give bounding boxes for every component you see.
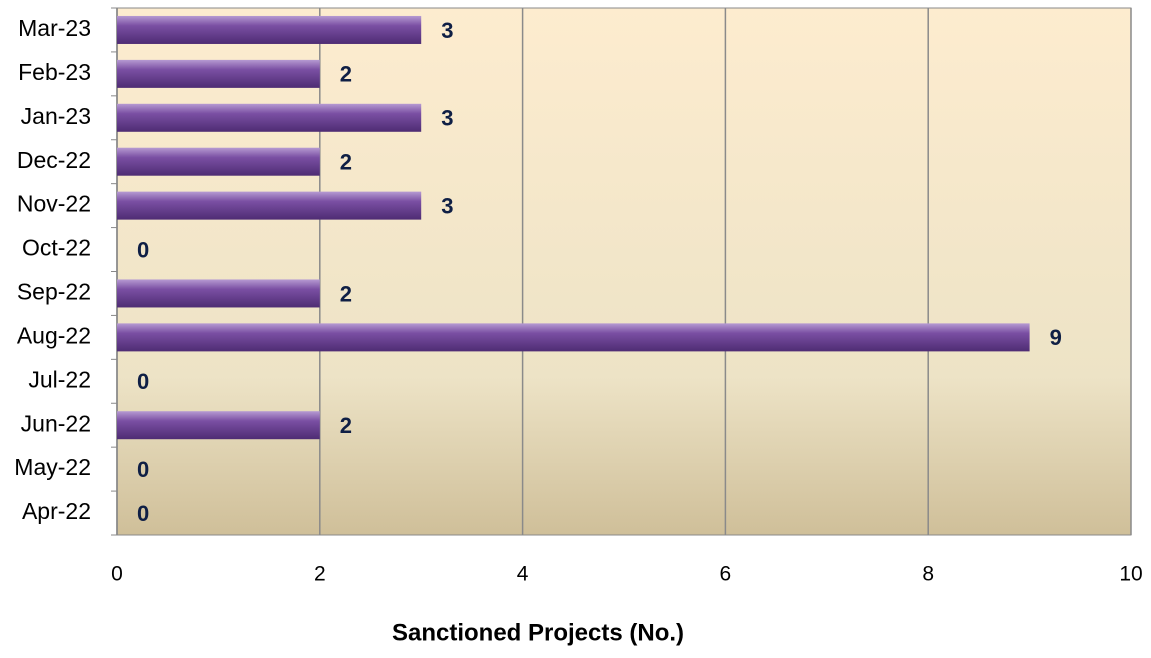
value-label: 9 (1050, 325, 1062, 350)
value-label: 2 (340, 150, 352, 175)
y-tick-label: Sep-22 (17, 279, 91, 305)
value-label: 0 (137, 501, 149, 526)
x-tick-label: 10 (1119, 563, 1142, 586)
bar (117, 323, 1030, 352)
y-tick-label: Oct-22 (22, 235, 91, 261)
x-tick-label: 4 (517, 563, 529, 586)
plot-area (116, 7, 1132, 536)
value-label: 3 (441, 18, 453, 43)
y-tick-label: Nov-22 (17, 191, 91, 217)
value-label: 0 (137, 457, 149, 482)
y-tick-label: Jun-22 (21, 410, 91, 436)
bar (117, 279, 320, 308)
value-label: 2 (340, 413, 352, 438)
y-tick-label: Mar-23 (18, 15, 91, 41)
x-tick-label: 6 (720, 563, 732, 586)
value-label: 3 (441, 193, 453, 218)
value-label: 3 (441, 106, 453, 131)
bar (117, 59, 320, 88)
y-tick-label: Aug-22 (17, 322, 91, 348)
bar (117, 411, 320, 440)
x-tick-label: 8 (922, 563, 934, 586)
x-tick-label: 0 (111, 563, 123, 586)
x-axis-label: Sanctioned Projects (No.) (392, 619, 684, 646)
y-tick-label: Dec-22 (17, 147, 91, 173)
y-tick-label: May-22 (14, 454, 91, 480)
bar (117, 103, 422, 132)
value-label: 0 (137, 237, 149, 262)
bar (117, 15, 422, 44)
bar (117, 191, 422, 220)
value-label: 2 (340, 62, 352, 87)
y-tick-label: Feb-23 (18, 59, 91, 85)
bar (117, 147, 320, 176)
value-label: 2 (340, 281, 352, 306)
value-label: 0 (137, 369, 149, 394)
y-tick-label: Jan-23 (21, 103, 91, 129)
y-tick-label: Jul-22 (28, 366, 91, 392)
x-tick-label: 2 (314, 563, 326, 586)
y-tick-label: Apr-22 (22, 498, 91, 524)
